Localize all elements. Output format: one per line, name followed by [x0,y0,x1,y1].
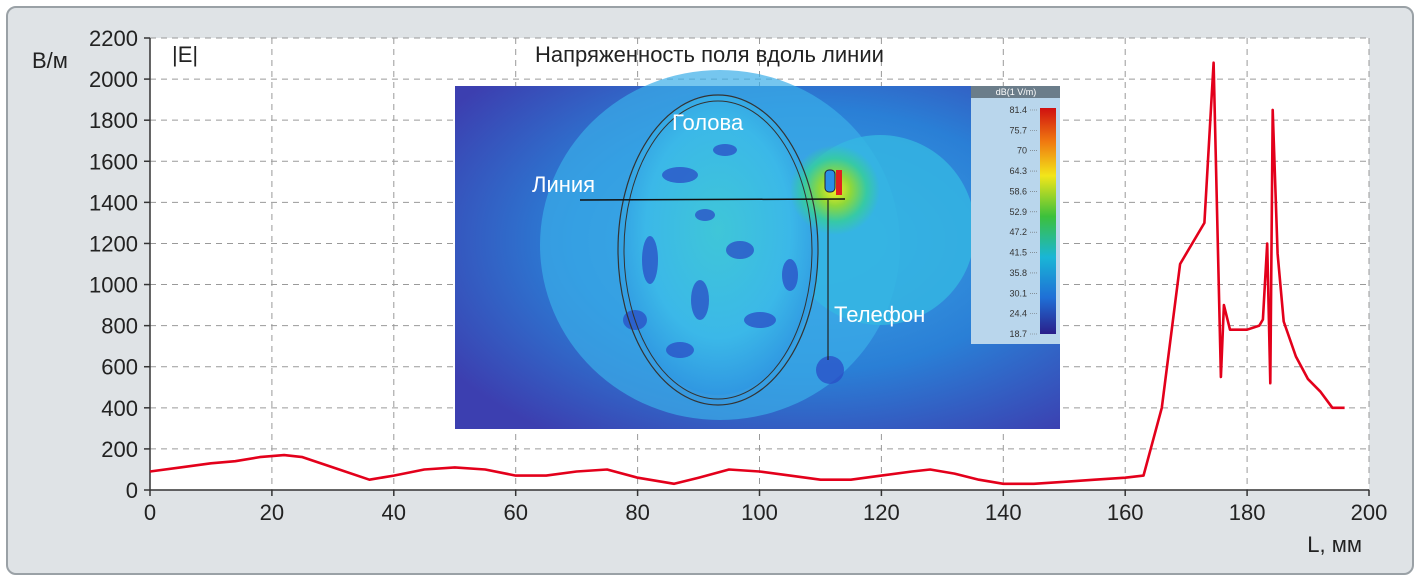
y-tick-label: 2000 [89,67,138,92]
y-tick-label: 200 [101,437,138,462]
x-tick-label: 180 [1229,500,1266,525]
colorbar-tick-label: 64.3 [1009,166,1027,176]
x-tick-label: 40 [382,500,406,525]
tissue-blob [662,167,698,183]
tissue-blob [816,356,844,384]
inset-label-phone: Телефон [834,302,925,327]
colorbar-tick-label: 18.7 [1009,329,1027,339]
y-tick-label: 800 [101,314,138,339]
x-tick-label: 200 [1351,500,1388,525]
series-line [149,61,1345,486]
y-tick-label: 0 [126,478,138,503]
phone-icon [824,169,836,193]
inset-field-map: Голова Линия Телефон dB(1 V/m) 81.4 75.7 7… [455,70,1060,429]
x-tick-label: 140 [985,500,1022,525]
colorbar-tick-label: 24.4 [1009,309,1027,319]
tissue-blob [695,209,715,221]
inset-head-outline-inner [623,100,813,400]
colorbar: dB(1 V/m) 81.4 75.7 70 64.3 58.6 52.9 47.2 41.5… [971,86,1060,344]
colorbar-tick-label: 30.1 [1009,288,1027,298]
axis-ticks: 0 20 40 60 80 100 120 140 160 180 2000200400600800… [89,26,1387,525]
colorbar-tick-label: 35.8 [1009,268,1027,278]
x-tick-label: 160 [1107,500,1144,525]
colorbar-tick-label: 47.2 [1009,227,1027,237]
series-label: |E| [172,42,198,67]
x-tick-label: 60 [503,500,527,525]
inset-head-outline [617,94,819,406]
y-tick-label: 400 [101,396,138,421]
tissue-blob [713,144,737,156]
colorbar-tick-label: 52.9 [1009,207,1027,217]
colorbar-tick-label: 75.7 [1009,125,1027,135]
colorbar-ticks: 81.4 75.7 70 64.3 58.6 52.9 47.2 41.5 35.8 30.1 24… [1009,105,1038,339]
inset-label-head: Голова [672,110,744,135]
y-tick-label: 1600 [89,149,138,174]
tissue-blob [744,312,776,328]
colorbar-header [971,86,1060,98]
tissue-blob [666,342,694,358]
y-tick-label: 1200 [89,231,138,256]
tissue-blob [782,259,798,291]
colorbar-tick-label: 58.6 [1009,186,1027,196]
colorbar-tick-label: 70 [1017,146,1027,156]
y-tick-label: 2200 [89,26,138,51]
y-tick-label: 1800 [89,108,138,133]
colorbar-tick-label: 41.5 [1009,248,1027,258]
colorbar-title: dB(1 V/m) [996,87,1037,97]
y-tick-label: 1000 [89,273,138,298]
inset-label-line: Линия [532,172,595,197]
x-tick-label: 20 [260,500,284,525]
x-tick-label: 80 [625,500,649,525]
inset-measure-line [579,198,846,201]
x-tick-label: 0 [144,500,156,525]
y-tick-label: 600 [101,355,138,380]
colorbar-gradient [1040,108,1056,334]
tissue-blob [726,241,754,259]
y-tick-label: 1400 [89,190,138,215]
tissue-blob [642,236,658,284]
phone-antenna-icon [836,170,842,195]
tissue-blob [691,280,709,320]
colorbar-tick-label: 81.4 [1009,105,1027,115]
x-tick-label: 120 [863,500,900,525]
chart-title: Напряженность поля вдоль линии [535,42,884,67]
x-tick-label: 100 [741,500,778,525]
x-axis-label: L, мм [1307,532,1362,557]
y-axis-label: В/м [32,48,68,73]
